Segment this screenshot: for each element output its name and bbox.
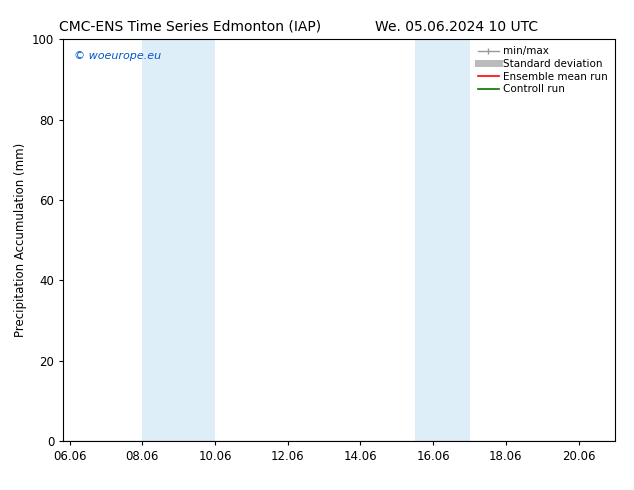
Text: © woeurope.eu: © woeurope.eu — [74, 51, 162, 61]
Text: We. 05.06.2024 10 UTC: We. 05.06.2024 10 UTC — [375, 20, 538, 34]
Bar — [415, 39, 470, 441]
Bar — [142, 39, 215, 441]
Legend: min/max, Standard deviation, Ensemble mean run, Controll run: min/max, Standard deviation, Ensemble me… — [476, 45, 610, 97]
Text: CMC-ENS Time Series Edmonton (IAP): CMC-ENS Time Series Edmonton (IAP) — [59, 20, 321, 34]
Y-axis label: Precipitation Accumulation (mm): Precipitation Accumulation (mm) — [13, 143, 27, 337]
